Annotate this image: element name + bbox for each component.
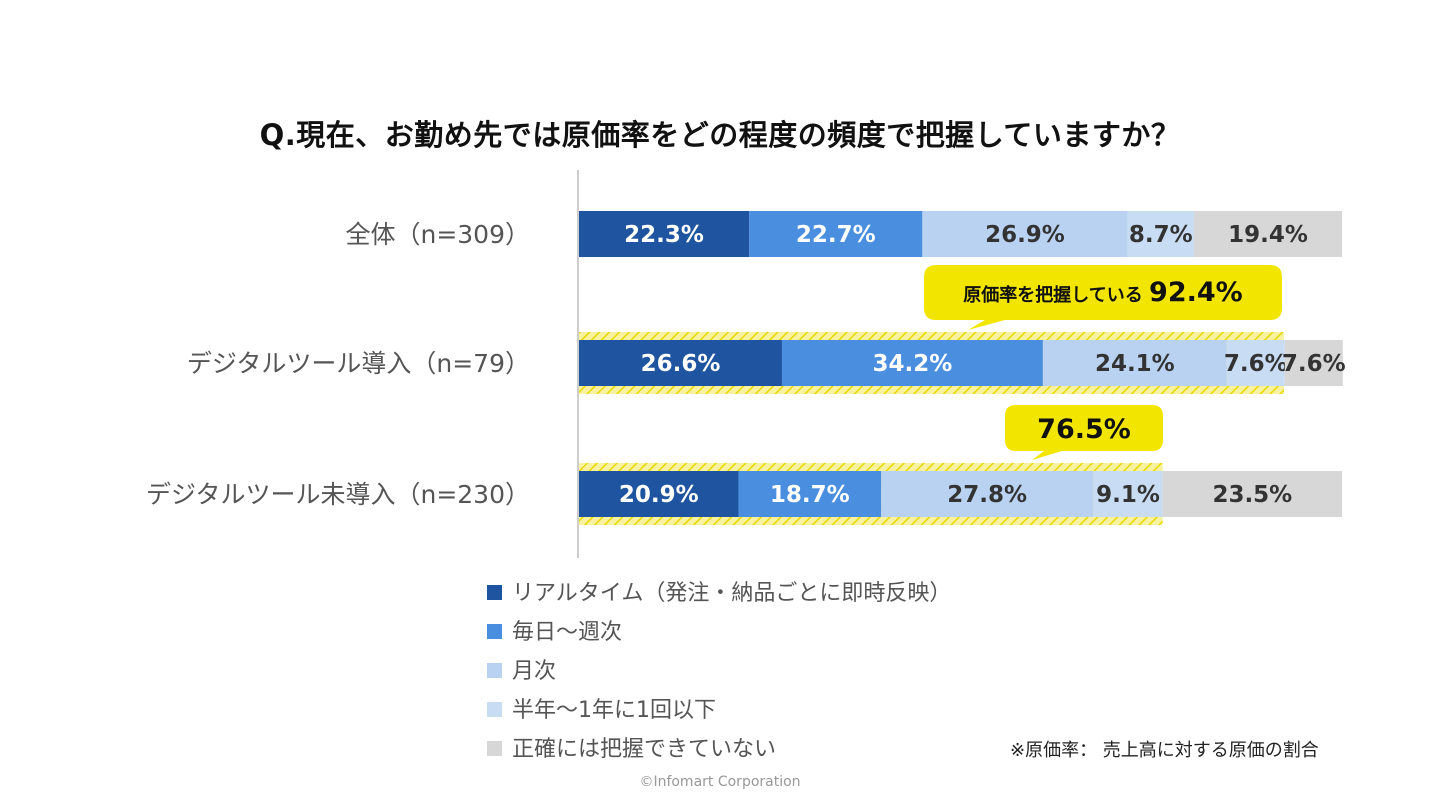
- copyright: ©Infomart Corporation: [639, 774, 801, 790]
- bar-segment-1-3: [1226, 340, 1285, 386]
- callout-bubble-1: [1005, 405, 1163, 460]
- data-label-1-0: 26.6%: [641, 351, 721, 377]
- bar-segment-2-4: [1162, 471, 1342, 517]
- data-label-0-0: 22.3%: [624, 222, 704, 248]
- bar-segment-2-3: [1093, 471, 1163, 517]
- callout-value-1: 76.5%: [1037, 414, 1131, 445]
- bar-segment-0-0: [579, 211, 750, 257]
- data-label-1-4: 7.6%: [1282, 351, 1346, 377]
- data-label-2-0: 20.9%: [619, 482, 699, 508]
- legend-swatch-4: [487, 741, 502, 756]
- data-label-0-2: 26.9%: [985, 222, 1065, 248]
- data-label-2-2: 27.8%: [947, 482, 1027, 508]
- legend-label-3: 半年～1年に1回以下: [512, 698, 716, 723]
- data-label-1-3: 7.6%: [1224, 351, 1288, 377]
- legend-label-2: 月次: [512, 659, 556, 684]
- category-label-0: 全体（n=309）: [345, 220, 530, 249]
- data-label-2-1: 18.7%: [770, 482, 850, 508]
- bar-segment-2-0: [579, 471, 739, 517]
- legend-swatch-0: [487, 585, 502, 600]
- bar-segment-1-1: [781, 340, 1043, 386]
- legend-label-1: 毎日～週次: [512, 620, 622, 645]
- bar-segment-1-4: [1284, 340, 1343, 386]
- bar-segment-0-2: [922, 211, 1128, 257]
- bar-segment-0-3: [1127, 211, 1194, 257]
- legend-label-4: 正確には把握できていない: [512, 737, 776, 762]
- callout-bubble-0: [924, 265, 1282, 330]
- callout-label-0: 原価率を把握している: [963, 284, 1149, 306]
- chart-title: Q.現在、お勤め先では原価率をどの程度の頻度で把握していますか？: [259, 118, 1181, 152]
- bar-segment-1-2: [1042, 340, 1227, 386]
- callout-value-0: 92.4%: [1149, 277, 1243, 308]
- legend-swatch-1: [487, 624, 502, 639]
- legend-swatch-3: [487, 702, 502, 717]
- bar-segment-2-2: [881, 471, 1094, 517]
- callout-1: 76.5%: [1005, 405, 1163, 460]
- bar-segment-1-0: [579, 340, 782, 386]
- legend-swatch-2: [487, 663, 502, 678]
- data-label-0-4: 19.4%: [1228, 222, 1308, 248]
- data-label-1-2: 24.1%: [1095, 351, 1175, 377]
- bar-segment-2-1: [738, 471, 882, 517]
- category-label-1: デジタルツール導入（n=79）: [187, 349, 530, 378]
- footnote: ※原価率： 売上高に対する原価の割合: [1010, 740, 1319, 761]
- data-label-0-3: 8.7%: [1129, 222, 1193, 248]
- callout-text-0: 原価率を把握している 92.4%: [963, 277, 1242, 308]
- data-label-0-1: 22.7%: [796, 222, 876, 248]
- legend-label-0: リアルタイム（発注・納品ごとに即時反映）: [512, 581, 951, 606]
- bar-segment-0-1: [749, 211, 923, 257]
- data-label-2-4: 23.5%: [1212, 482, 1292, 508]
- data-label-1-1: 34.2%: [873, 351, 953, 377]
- data-label-2-3: 9.1%: [1096, 482, 1160, 508]
- bar-segment-0-4: [1193, 211, 1342, 257]
- callout-0: 原価率を把握している 92.4%: [924, 265, 1282, 330]
- category-label-2: デジタルツール未導入（n=230）: [146, 480, 530, 509]
